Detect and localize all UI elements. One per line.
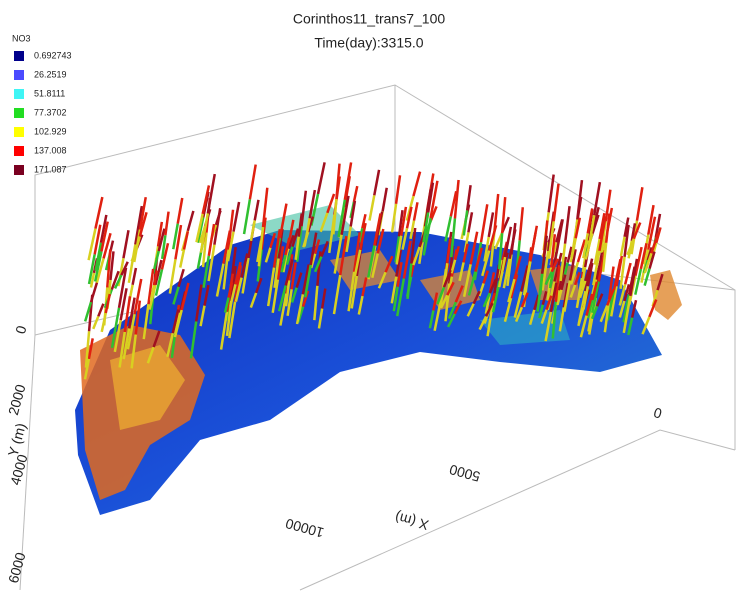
legend-swatch [14, 51, 24, 61]
legend-label: 0.692743 [34, 50, 72, 60]
well-stick [467, 185, 470, 210]
well-stick [95, 197, 102, 229]
well-stick [396, 175, 400, 204]
well-stick [554, 184, 559, 222]
well-stick [354, 186, 357, 202]
y-axis-label: Y (m) [5, 421, 29, 458]
well-stick [374, 170, 379, 195]
well-stick [336, 164, 339, 199]
well-stick [234, 202, 240, 232]
well-stick [414, 202, 417, 220]
title: Corinthos11_trans7_100 [293, 11, 446, 27]
legend-label: 102.929 [34, 126, 67, 136]
legend-label: 171.087 [34, 164, 67, 174]
well-stick [244, 199, 250, 234]
legend-label: 77.3702 [34, 107, 67, 117]
well-stick [481, 204, 487, 242]
well-stick [165, 212, 168, 236]
well-stick [123, 230, 128, 258]
well-stick [468, 212, 472, 232]
legend-label: 51.8111 [34, 88, 65, 98]
x-axis-label: X (m) [393, 509, 430, 533]
visualization: Corinthos11_trans7_100 Time(day):3315.0 … [0, 0, 737, 596]
well-stick [178, 198, 183, 224]
legend-label: 26.2519 [34, 69, 67, 79]
well-stick [464, 210, 467, 235]
legend: 0.692743 26.2519 51.8111 77.3702 102.929 137.… [14, 50, 72, 175]
subtitle: Time(day):3315.0 [314, 35, 423, 51]
well-stick [98, 304, 103, 317]
well-stick [383, 188, 387, 212]
y-tick-label: 2000 [5, 382, 29, 416]
legend-swatch [14, 70, 24, 80]
well-stick [637, 187, 642, 220]
well-stick [520, 207, 523, 240]
well-stick [318, 162, 325, 194]
y-tick-label: 6000 [5, 550, 29, 584]
legend-swatch [14, 146, 24, 156]
well-stick [180, 249, 184, 267]
well-stick [188, 211, 194, 231]
well-stick [370, 195, 375, 220]
well-stick [549, 175, 554, 213]
legend-swatch [14, 127, 24, 137]
well-stick [413, 172, 420, 196]
well-stick [489, 212, 493, 237]
well-stick [495, 194, 499, 230]
x-tick-label: 5000 [447, 461, 481, 485]
legend-swatch [14, 165, 24, 175]
well-stick [93, 316, 98, 329]
legend-title: NO3 [12, 33, 31, 43]
legend-swatch [14, 89, 24, 99]
y-tick-label: 0 [12, 324, 30, 336]
x-tick-label: 10000 [284, 515, 326, 541]
legend-swatch [14, 108, 24, 118]
well-stick [565, 206, 569, 243]
well-stick [625, 263, 630, 284]
well-stick [133, 268, 136, 285]
well-stick [250, 165, 256, 200]
well-stick [255, 200, 259, 220]
legend-label: 137.008 [34, 145, 67, 155]
x-tick-label: 0 [652, 404, 664, 422]
